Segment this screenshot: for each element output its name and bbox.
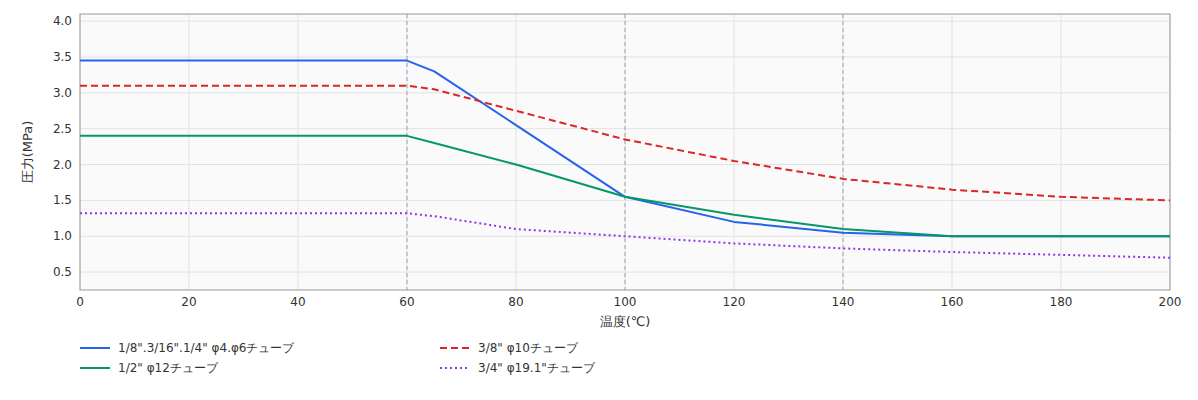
grid-line-x <box>407 14 408 290</box>
x-tick-label: 200 <box>1159 295 1182 309</box>
x-axis-label: 温度(℃) <box>600 314 651 329</box>
grid-line-y <box>80 200 1170 201</box>
grid-line-y <box>80 272 1170 273</box>
legend-label: 3/4" φ19.1"チューブ <box>478 361 596 375</box>
plot-area <box>80 14 1170 290</box>
x-tick-label: 20 <box>181 295 196 309</box>
grid-line-x <box>516 14 517 290</box>
x-tick-label: 80 <box>508 295 523 309</box>
grid-line-x <box>734 14 735 290</box>
y-tick-label: 1.0 <box>53 229 72 243</box>
grid-line-x <box>625 14 626 290</box>
grid-line-x <box>298 14 299 290</box>
x-tick-label: 160 <box>941 295 964 309</box>
y-tick-label: 2.5 <box>53 122 72 136</box>
legend-swatch <box>80 367 110 369</box>
x-tick-label: 100 <box>614 295 637 309</box>
reference-line <box>407 14 408 290</box>
legend-swatch <box>440 347 470 349</box>
y-tick-label: 2.0 <box>53 158 72 172</box>
y-tick-label: 1.5 <box>53 193 72 207</box>
y-tick-label: 4.0 <box>53 14 72 28</box>
legend-label: 3/8" φ10チューブ <box>478 341 579 355</box>
axes: 0 20 40 60 80 100 120 140 160 180 200 0.5 1.0 1.5 2.0 2… <box>53 14 1182 309</box>
x-tick-label: 0 <box>76 295 84 309</box>
chart: 0 20 40 60 80 100 120 140 160 180 200 0.5 1.0 1.5 2.0 2… <box>0 0 1198 400</box>
y-axis-label: 圧力(MPa) <box>20 121 35 184</box>
series-line <box>80 61 1170 237</box>
legend-label: 1/8".3/16".1/4" φ4.φ6チューブ <box>118 341 295 355</box>
x-tick-label: 180 <box>1050 295 1073 309</box>
reference-line <box>625 14 626 290</box>
legend-swatch <box>80 347 110 349</box>
plot-frame <box>80 14 1170 290</box>
series-line <box>80 86 1170 201</box>
x-tick-label: 140 <box>832 295 855 309</box>
grid <box>80 14 1170 290</box>
x-tick-label: 40 <box>290 295 305 309</box>
x-tick-label: 120 <box>723 295 746 309</box>
grid-line-x <box>189 14 190 290</box>
data <box>80 14 1170 290</box>
y-tick-label: 3.5 <box>53 50 72 64</box>
x-tick-label: 60 <box>399 295 414 309</box>
series-line <box>80 136 1170 236</box>
y-tick-label: 3.0 <box>53 86 72 100</box>
series-line <box>80 213 1170 257</box>
grid-line-x <box>1061 14 1062 290</box>
y-tick-label: 0.5 <box>53 265 72 279</box>
grid-line-x <box>952 14 953 290</box>
legend-label: 1/2" φ12チューブ <box>118 361 219 375</box>
legend: 1/8".3/16".1/4" φ4.φ6チューブ 3/8" φ10チューブ 1/2… <box>80 341 596 375</box>
legend-swatch <box>440 367 470 369</box>
